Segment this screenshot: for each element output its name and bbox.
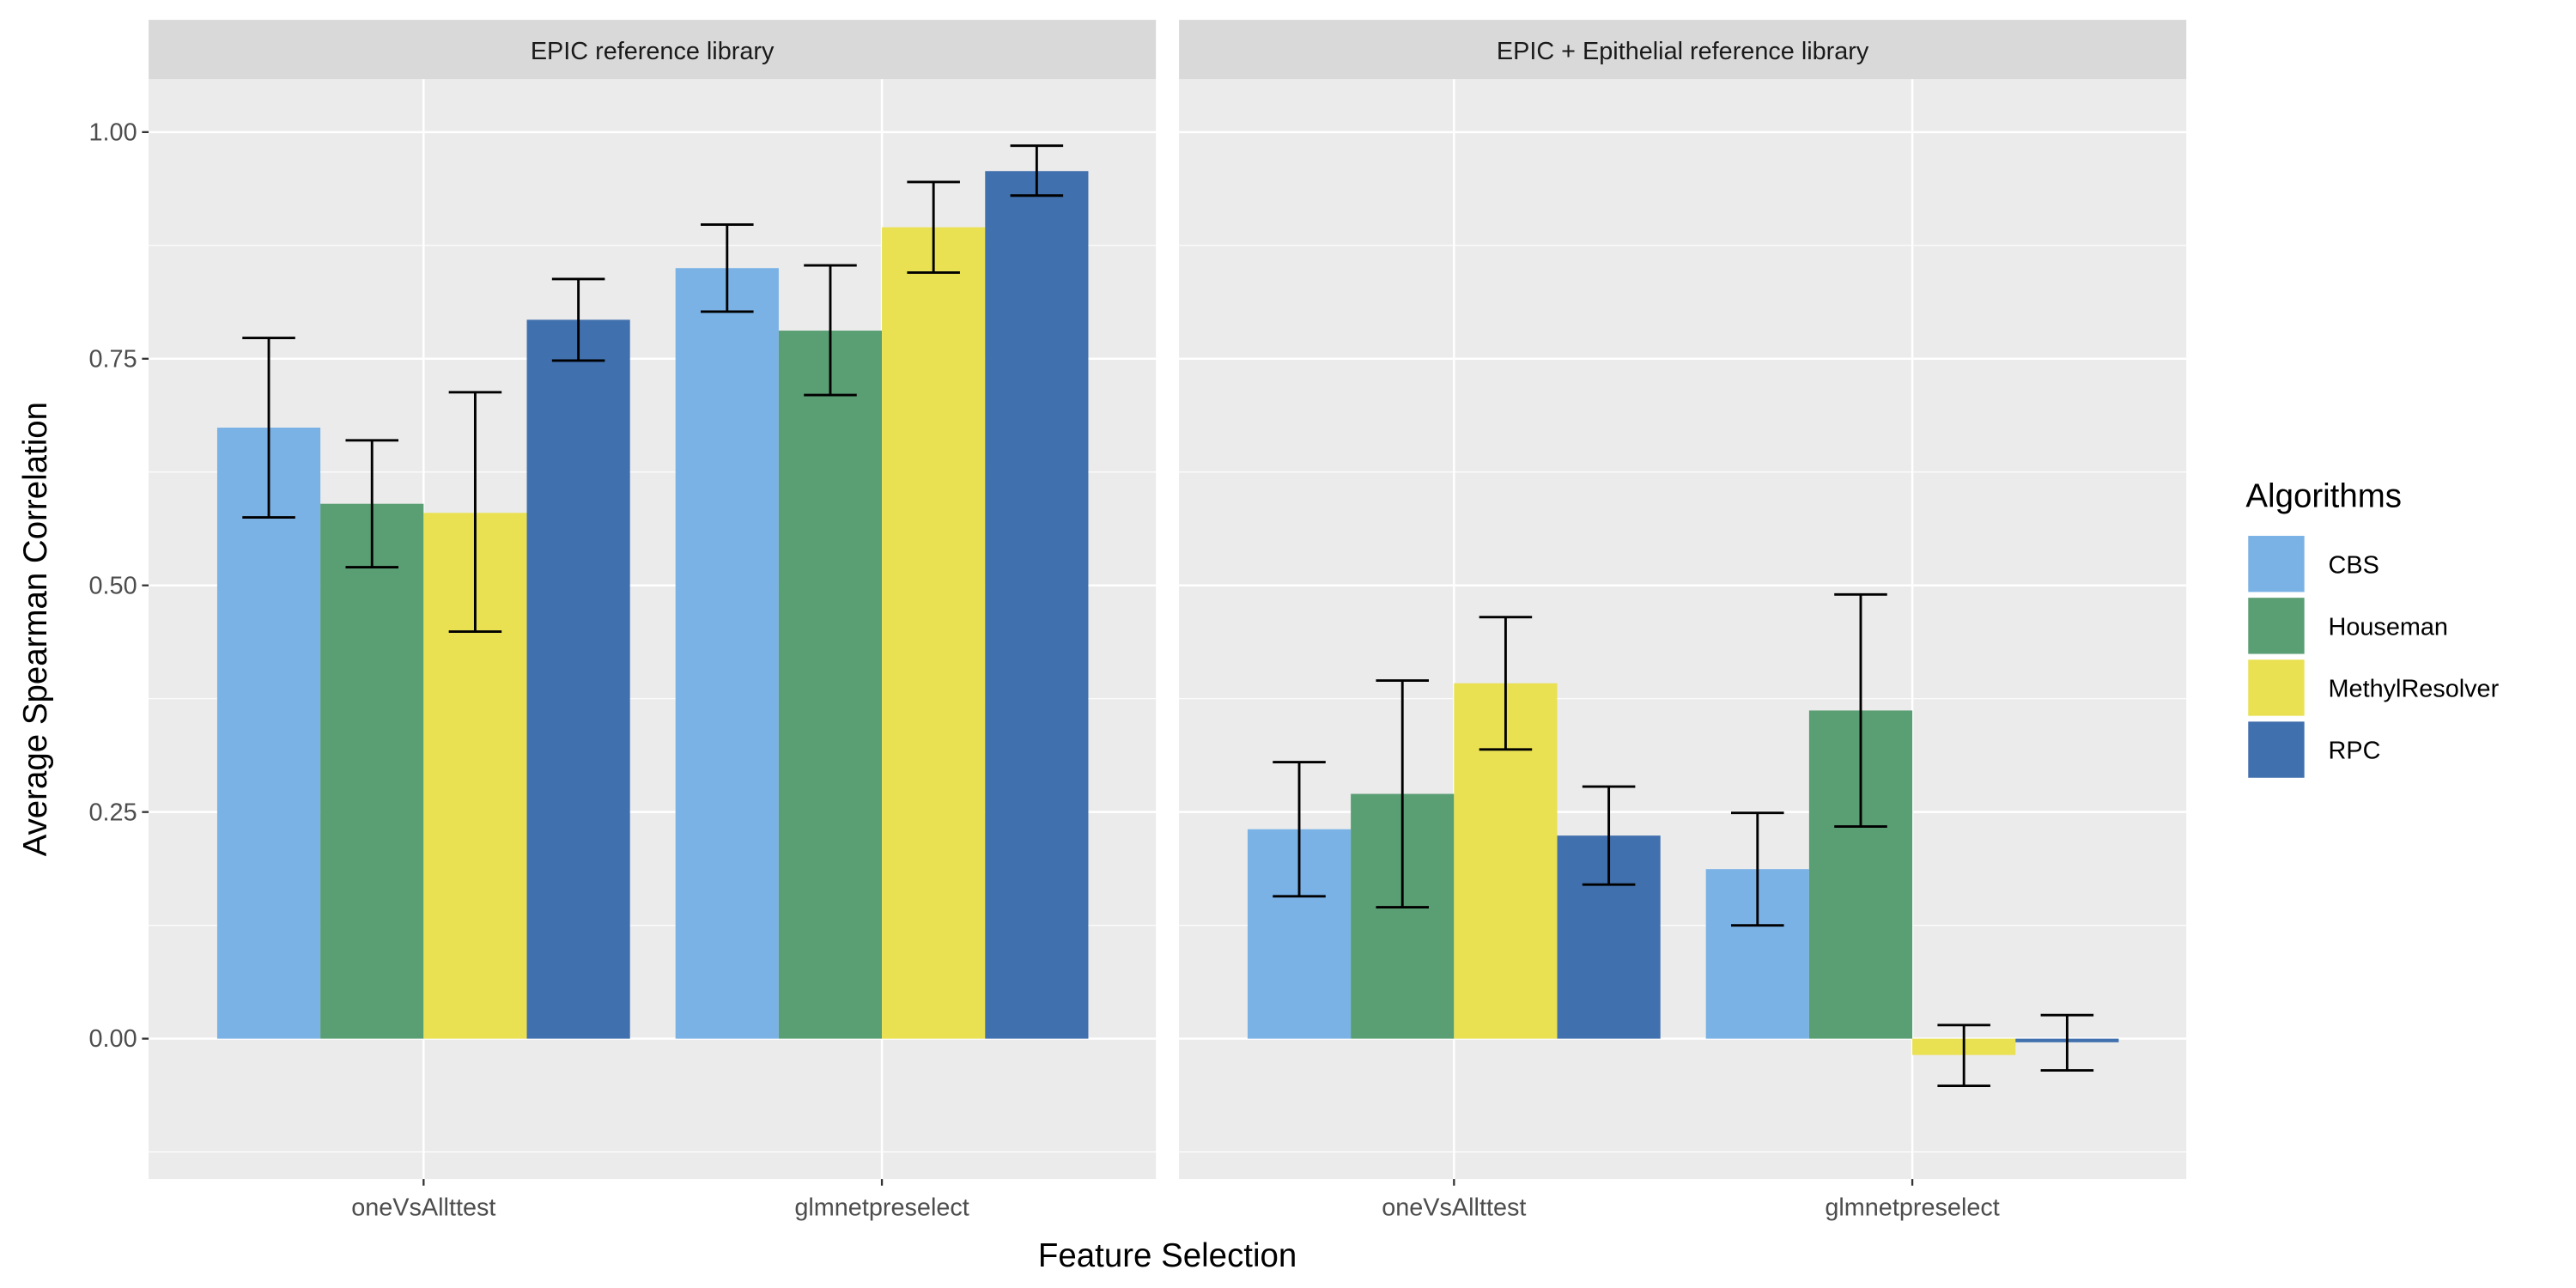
legend: Algorithms CBS Houseman MethylResolver RPC — [2245, 477, 2500, 780]
y-axis-title: Average Spearman Correlation — [17, 402, 54, 856]
error-bar-cbs — [1731, 811, 1784, 927]
bar-methylresolver-glmnetpreselect — [882, 227, 986, 1039]
bar-cbs-glmnetpreselect — [675, 268, 779, 1039]
x-tick-label: oneVsAllttest — [351, 1194, 495, 1221]
error-bar-cbs — [701, 223, 754, 313]
error-bar-rpc — [1010, 144, 1064, 197]
facet-strip — [149, 20, 1157, 80]
y-tick-label: 0.00 — [89, 1025, 137, 1053]
facet-title: EPIC reference library — [531, 38, 775, 65]
legend-key-cbs — [2246, 534, 2306, 594]
error-bar-methylresolver — [448, 391, 502, 634]
facet-strip — [1179, 20, 2187, 80]
error-bar-houseman — [804, 264, 857, 397]
y-tick-label: 0.75 — [89, 345, 137, 373]
bar-houseman-onevsallttest — [320, 503, 424, 1039]
y-tick-label: 1.00 — [89, 118, 137, 146]
x-tick-label: oneVsAllttest — [1382, 1194, 1526, 1221]
x-axis-title: Feature Selection — [1038, 1237, 1297, 1274]
error-bar-rpc — [2040, 1013, 2094, 1072]
error-bar-houseman — [1376, 679, 1430, 908]
facet-title: EPIC + Epithelial reference library — [1497, 38, 1869, 65]
legend-key-methylresolver — [2246, 658, 2306, 718]
bar-rpc-onevsallttest — [526, 319, 630, 1039]
error-bar-methylresolver — [1479, 616, 1533, 751]
x-tick-label: glmnetpreselect — [794, 1194, 969, 1221]
panel-1: EPIC reference library oneVsAllttest glmne… — [149, 20, 1157, 1221]
legend-label-rpc: RPC — [2329, 738, 2381, 765]
legend-label-cbs: CBS — [2329, 551, 2379, 579]
error-bar-methylresolver — [1937, 1024, 1990, 1087]
legend-key-rpc — [2246, 720, 2306, 780]
y-tick-label: 0.50 — [89, 572, 137, 599]
error-bar-rpc — [551, 277, 605, 362]
error-bar-cbs — [242, 337, 295, 519]
legend-key-houseman — [2246, 596, 2306, 656]
legend-title: Algorithms — [2245, 477, 2402, 514]
panel-2: EPIC + Epithelial reference library oneVs… — [1179, 20, 2187, 1221]
x-tick-label: glmnetpreselect — [1825, 1194, 2000, 1221]
legend-label-houseman: Houseman — [2329, 613, 2448, 641]
error-bar-houseman — [1834, 592, 1887, 829]
error-bar-rpc — [1582, 785, 1636, 886]
error-bar-cbs — [1273, 761, 1326, 898]
error-bar-methylresolver — [907, 180, 960, 274]
error-bar-houseman — [345, 439, 398, 569]
bar-rpc-glmnetpreselect — [985, 171, 1089, 1039]
bar-cbs-onevsallttest — [216, 428, 321, 1039]
y-tick-label: 0.25 — [89, 799, 137, 826]
bar-houseman-glmnetpreselect — [778, 331, 883, 1039]
legend-label-methylresolver: MethylResolver — [2329, 676, 2500, 703]
